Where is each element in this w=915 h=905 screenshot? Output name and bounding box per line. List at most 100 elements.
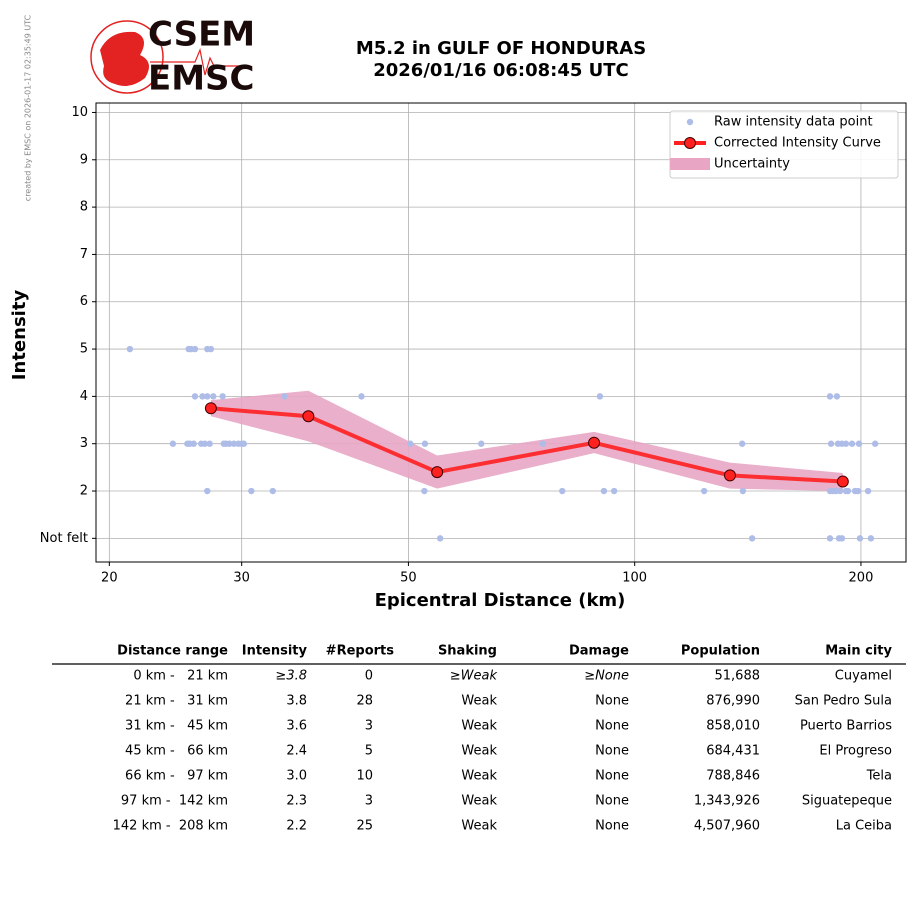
table-cell: None: [595, 694, 629, 709]
legend-label: Raw intensity data point: [714, 115, 873, 130]
y-tick-label: 8: [80, 200, 88, 215]
table-cell: 21 km - 31 km: [125, 694, 228, 709]
chart-title: M5.2 in GULF OF HONDURAS: [356, 38, 646, 59]
raw-point: [191, 393, 199, 400]
table-cell: 51,688: [715, 669, 761, 684]
raw-point: [559, 487, 566, 495]
raw-point: [126, 345, 134, 353]
logo-text: EMSC: [148, 59, 255, 99]
raw-point: [826, 535, 834, 542]
table-cell: 25: [356, 819, 373, 834]
table-cell: 788,846: [706, 769, 760, 784]
raw-point: [421, 487, 428, 495]
raw-point: [169, 440, 177, 447]
raw-point: [600, 487, 608, 495]
raw-point: [248, 487, 255, 495]
plot: 20 30 50 100 200 Not felt 2 3 4 5 6 7 8 9 10 Raw intens…: [40, 102, 907, 586]
legend-box: [669, 110, 899, 179]
legend-marker: [670, 158, 710, 170]
raw-point: [836, 487, 844, 495]
table-cell: 45 km - 66 km: [125, 744, 228, 759]
raw-point: [539, 440, 547, 447]
table-cell: None: [595, 794, 629, 809]
y-tick-label: 5: [80, 342, 88, 357]
logo-land: [100, 31, 149, 86]
raw-point: [204, 487, 211, 495]
y-tick-label: 10: [71, 105, 88, 120]
table-cell: 876,990: [706, 694, 760, 709]
raw-point: [748, 535, 756, 542]
raw-point: [219, 393, 226, 400]
raw-point: [610, 487, 618, 495]
raw-point: [854, 487, 862, 495]
table-cell: 3.6: [286, 719, 307, 734]
legend-marker: [686, 118, 694, 126]
curve-point: [836, 475, 849, 488]
table-cell: 2.4: [286, 744, 307, 759]
table-cell: ≥None: [584, 669, 629, 684]
raw-point: [844, 487, 852, 495]
table-cell: 66 km - 97 km: [125, 769, 228, 784]
raw-point: [739, 487, 747, 495]
credit: created by EMSC on 2026-01-17 02:35:49 U…: [24, 14, 33, 201]
table-cell: 684,431: [706, 744, 760, 759]
raw-point: [269, 487, 276, 495]
table-header: Distance range: [117, 644, 228, 659]
table: Distance range Intensity #Reports Shaking Da…: [52, 644, 906, 834]
table-header: Damage: [569, 644, 629, 659]
curve-point: [302, 410, 315, 423]
raw-point: [855, 440, 863, 447]
y-tick-label: 2: [80, 484, 88, 499]
raw-point: [210, 393, 217, 400]
raw-point: [871, 440, 879, 447]
table-cell: 97 km - 142 km: [121, 794, 228, 809]
y-tick-label: Not felt: [40, 531, 88, 546]
table-cell: 858,010: [706, 719, 760, 734]
chart-subtitle: 2026/01/16 06:08:45 UTC: [373, 60, 629, 81]
table-cell: 142 km - 208 km: [113, 819, 228, 834]
x-tick-label: 20: [101, 571, 118, 586]
table-cell: El Progreso: [819, 744, 892, 759]
table-cell: 2.3: [286, 794, 307, 809]
logo-wave: [150, 47, 250, 76]
table-cell: None: [595, 819, 629, 834]
table-header: #Reports: [326, 644, 395, 659]
logo: CSEM EMSC: [90, 15, 255, 99]
table-cell: Weak: [461, 819, 497, 834]
table-cell: 31 km - 45 km: [125, 719, 228, 734]
table-cell: 5: [365, 744, 373, 759]
table-cell: None: [595, 769, 629, 784]
table-cell: 4,507,960: [694, 819, 760, 834]
raw-point: [204, 393, 211, 400]
raw-point: [199, 393, 206, 400]
raw-point: [596, 393, 604, 400]
table-cell: 1,343,926: [694, 794, 760, 809]
raw-point: [826, 393, 834, 400]
raw-point: [421, 440, 429, 447]
logo-text: CSEM: [148, 15, 255, 55]
table-cell: 28: [356, 694, 373, 709]
x-tick-label: 200: [849, 571, 874, 586]
raw-point: [191, 345, 199, 353]
raw-point: [240, 440, 248, 447]
table-cell: None: [595, 744, 629, 759]
curve-point: [431, 466, 444, 479]
table-cell: Cuyamel: [835, 669, 892, 684]
table-cell: La Ceiba: [836, 819, 892, 834]
raw-point: [838, 535, 846, 542]
curve-line: [210, 406, 843, 484]
table-cell: Weak: [461, 719, 497, 734]
table-header: Main city: [825, 644, 892, 659]
raw-point: [201, 440, 209, 447]
table-cell: Weak: [461, 694, 497, 709]
table-cell: 3.0: [286, 769, 307, 784]
y-tick-label: 9: [80, 152, 88, 167]
x-axis-label: Epicentral Distance (km): [375, 590, 626, 611]
x-tick-label: 100: [622, 571, 647, 586]
legend-label: Corrected Intensity Curve: [714, 136, 881, 151]
raw-point: [478, 440, 485, 447]
table-cell: 10: [356, 769, 373, 784]
table-cell: None: [595, 719, 629, 734]
raw-point: [842, 440, 850, 447]
